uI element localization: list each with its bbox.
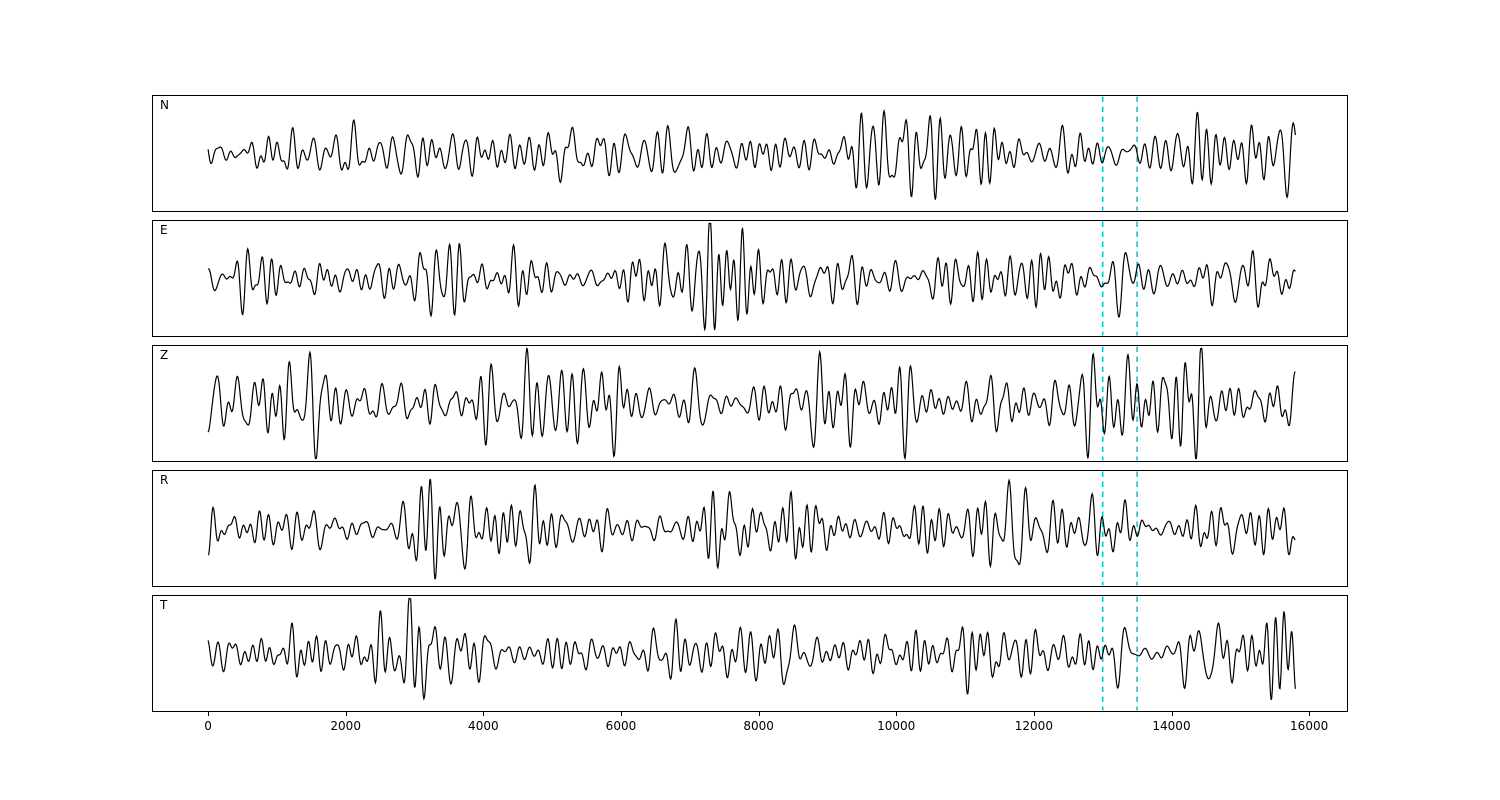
x-tick-mark bbox=[1033, 712, 1035, 716]
x-tick-label: 2000 bbox=[330, 719, 361, 733]
trace-label: N bbox=[160, 98, 169, 112]
trace-label: R bbox=[160, 473, 169, 487]
x-tick-label: 12000 bbox=[1014, 719, 1053, 733]
trace-plot bbox=[207, 221, 1296, 336]
x-tick-mark bbox=[896, 712, 898, 716]
trace-label: T bbox=[160, 598, 168, 612]
x-tick-mark bbox=[1171, 712, 1173, 716]
x-tick-mark bbox=[208, 712, 210, 716]
trace-plot bbox=[207, 471, 1296, 586]
x-tick-mark bbox=[620, 712, 622, 716]
x-tick-label: 10000 bbox=[877, 719, 916, 733]
waveform-line bbox=[207, 478, 1296, 580]
waveform-line bbox=[207, 347, 1296, 461]
trace-label: E bbox=[160, 223, 168, 237]
trace-label: Z bbox=[160, 348, 169, 362]
x-tick-mark bbox=[483, 712, 485, 716]
x-tick-label: 4000 bbox=[468, 719, 499, 733]
trace-plot bbox=[207, 96, 1296, 211]
trace-panel-r: R bbox=[152, 470, 1348, 587]
trace-plot bbox=[207, 596, 1296, 711]
trace-panel-n: N bbox=[152, 95, 1348, 212]
x-tick-label: 8000 bbox=[743, 719, 774, 733]
waveform-line bbox=[207, 597, 1296, 701]
trace-panel-t: T bbox=[152, 595, 1348, 712]
trace-plot bbox=[207, 346, 1296, 461]
x-tick-label: 16000 bbox=[1290, 719, 1329, 733]
trace-panel-e: E bbox=[152, 220, 1348, 337]
waveform-line bbox=[207, 222, 1296, 332]
x-tick-mark bbox=[345, 712, 347, 716]
x-tick-mark bbox=[758, 712, 760, 716]
waveform-line bbox=[207, 108, 1296, 200]
x-tick-mark bbox=[1309, 712, 1311, 716]
x-tick-label: 0 bbox=[204, 719, 212, 733]
x-tick-label: 6000 bbox=[605, 719, 637, 733]
trace-panel-z: Z bbox=[152, 345, 1348, 462]
x-tick-label: 14000 bbox=[1152, 719, 1191, 733]
